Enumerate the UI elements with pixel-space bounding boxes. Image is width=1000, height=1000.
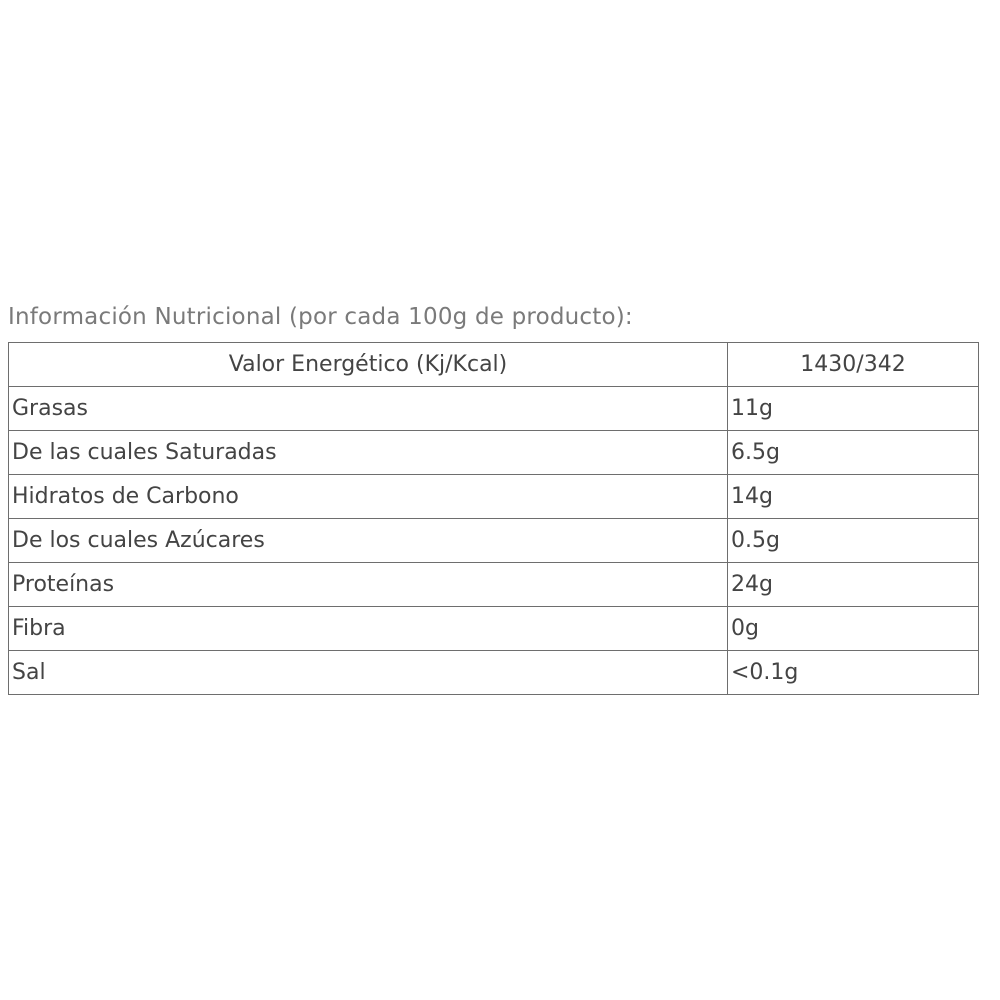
- nutrient-value: 11g: [727, 386, 979, 431]
- energy-value: 1430/342: [727, 342, 979, 387]
- nutrient-value: 0g: [727, 606, 979, 651]
- energy-label: Valor Energético (Kj/Kcal): [8, 342, 728, 387]
- table-row: Hidratos de Carbono 14g: [8, 474, 979, 519]
- energy-row: Valor Energético (Kj/Kcal) 1430/342: [8, 342, 979, 387]
- nutrition-title: Información Nutricional (por cada 100g d…: [8, 304, 633, 330]
- nutrient-label: De los cuales Azúcares: [8, 518, 728, 563]
- nutrient-label: Fibra: [8, 606, 728, 651]
- table-row: Proteínas 24g: [8, 562, 979, 607]
- table-row: De los cuales Azúcares 0.5g: [8, 518, 979, 563]
- nutrient-value: <0.1g: [727, 650, 979, 695]
- table-row: Sal <0.1g: [8, 650, 979, 695]
- nutrient-label: Proteínas: [8, 562, 728, 607]
- nutrient-value: 0.5g: [727, 518, 979, 563]
- table-row: De las cuales Saturadas 6.5g: [8, 430, 979, 475]
- nutrition-table: Valor Energético (Kj/Kcal) 1430/342 Gras…: [8, 342, 979, 695]
- nutrient-label: Sal: [8, 650, 728, 695]
- nutrient-value: 24g: [727, 562, 979, 607]
- nutrient-value: 14g: [727, 474, 979, 519]
- table-row: Grasas 11g: [8, 386, 979, 431]
- nutrient-label: Grasas: [8, 386, 728, 431]
- nutrient-label: Hidratos de Carbono: [8, 474, 728, 519]
- nutrient-value: 6.5g: [727, 430, 979, 475]
- table-row: Fibra 0g: [8, 606, 979, 651]
- nutrient-label: De las cuales Saturadas: [8, 430, 728, 475]
